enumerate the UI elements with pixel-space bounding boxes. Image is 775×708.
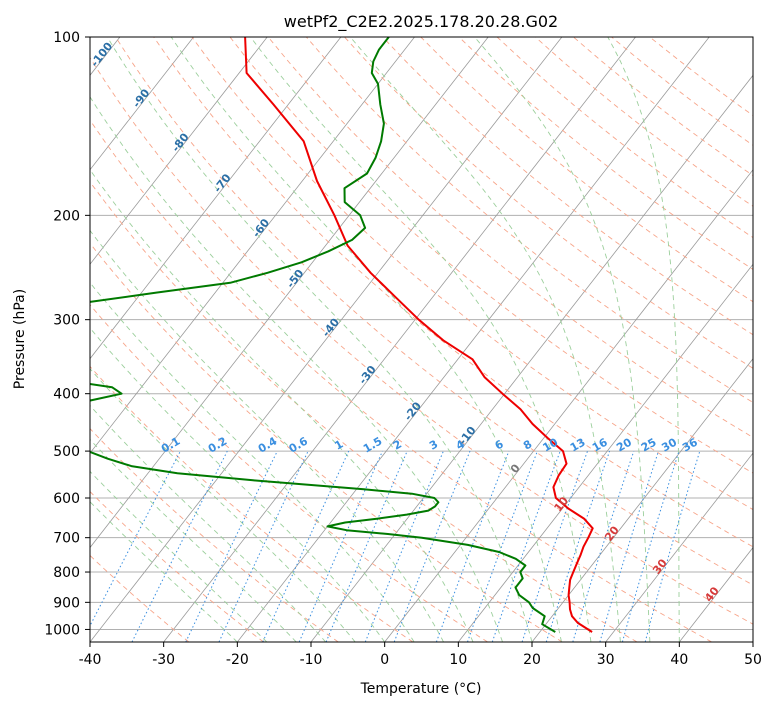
moist-adiabat <box>250 37 592 642</box>
isotherm--30 <box>163 37 636 642</box>
y-tick-label: 200 <box>53 208 80 224</box>
dry-adiabat <box>344 37 753 369</box>
mixing-ratio-line-6 <box>435 450 510 642</box>
x-tick-label: -20 <box>226 652 249 668</box>
moist-adiabat <box>90 327 386 642</box>
moist-adiabat <box>90 169 474 642</box>
dry-adiabat <box>90 554 190 642</box>
moist-adiabat <box>90 404 327 642</box>
isotherm-10 <box>458 263 753 642</box>
y-tick-label: 600 <box>53 491 80 507</box>
dry-adiabat <box>90 181 638 642</box>
mixing-ratio-line-1 <box>262 450 350 642</box>
isotherm-30 <box>605 452 753 642</box>
y-tick-label: 800 <box>53 565 80 581</box>
dry-adiabat <box>90 427 339 642</box>
x-axis-label: Temperature (°C) <box>360 681 482 697</box>
isotherm--80 <box>90 37 268 265</box>
dry-adiabat <box>90 56 753 625</box>
isotherm--20 <box>237 37 710 642</box>
isotherm--50 <box>90 37 489 549</box>
mixing-ratio-line-3 <box>364 450 444 642</box>
y-tick-label: 1000 <box>44 622 80 638</box>
mixing-ratio-line-0.4 <box>185 450 278 642</box>
mixing-ratio-line-1.5 <box>298 450 383 642</box>
axes: -40 -30 -20 -10 0 10 20 30 40 50 100 200 300 400 500 60… <box>44 30 762 668</box>
x-tick-label: 0 <box>380 652 389 668</box>
x-tick-label: 50 <box>744 652 762 668</box>
x-tick-label: 10 <box>449 652 467 668</box>
y-tick-label: 500 <box>53 444 80 460</box>
isotherm--70 <box>90 37 342 360</box>
moist-adiabat <box>90 368 356 642</box>
isotherm-20 <box>531 358 753 642</box>
y-tick-label: 700 <box>53 531 80 547</box>
dry-adiabat <box>90 119 712 642</box>
mixing-ratio-line-4 <box>393 450 471 642</box>
x-tick-label: 40 <box>670 652 688 668</box>
x-tick-label: -40 <box>79 652 102 668</box>
dry-adiabat <box>191 37 753 511</box>
chart-title: wetPf2_C2E2.2025.178.20.28.G02 <box>284 12 558 32</box>
dry-adiabat <box>90 304 488 642</box>
isotherm-0 <box>384 169 753 642</box>
mixing-ratio-line-25 <box>599 450 659 642</box>
mixing-ratio-line-30 <box>621 450 680 642</box>
x-tick-label: 30 <box>597 652 615 668</box>
mixing-ratio-line-36 <box>644 450 701 642</box>
y-tick-label: 900 <box>53 595 80 611</box>
plot-frame <box>89 36 754 643</box>
moist-adiabat <box>106 37 533 642</box>
moist-adiabat <box>474 37 651 642</box>
isotherm--90 <box>90 37 194 171</box>
x-tick-label: -30 <box>152 652 175 668</box>
mixing-ratio-line-0.1 <box>90 450 181 627</box>
dewpoint-profile <box>90 37 556 633</box>
y-axis-label: Pressure (hPa) <box>12 289 28 389</box>
dry-adiabat <box>420 37 753 303</box>
y-tick-label: 400 <box>53 387 80 403</box>
isotherm--40 <box>90 37 563 642</box>
dry-adiabat <box>115 37 753 586</box>
x-tick-label: -10 <box>300 652 323 668</box>
isotherm--10 <box>310 74 753 642</box>
dry-adiabat <box>305 37 753 403</box>
moist-adiabat <box>607 37 680 642</box>
isotherm--60 <box>90 37 415 454</box>
y-tick-label: 300 <box>53 313 80 329</box>
dry-adiabat <box>229 37 753 474</box>
mixing-ratio-line-8 <box>467 450 538 642</box>
temperature-profile <box>244 37 594 633</box>
moist-adiabat <box>90 281 415 642</box>
x-tick-label: 20 <box>523 652 541 668</box>
dry-adiabat <box>90 365 414 642</box>
mixing-ratio-line-0.2 <box>131 450 228 642</box>
y-tick-label: 100 <box>53 30 80 46</box>
moist-adiabat <box>349 37 621 642</box>
grid-lines <box>90 37 753 642</box>
profile-lines <box>90 37 594 633</box>
mixing-ratio-line-0.6 <box>218 450 309 642</box>
